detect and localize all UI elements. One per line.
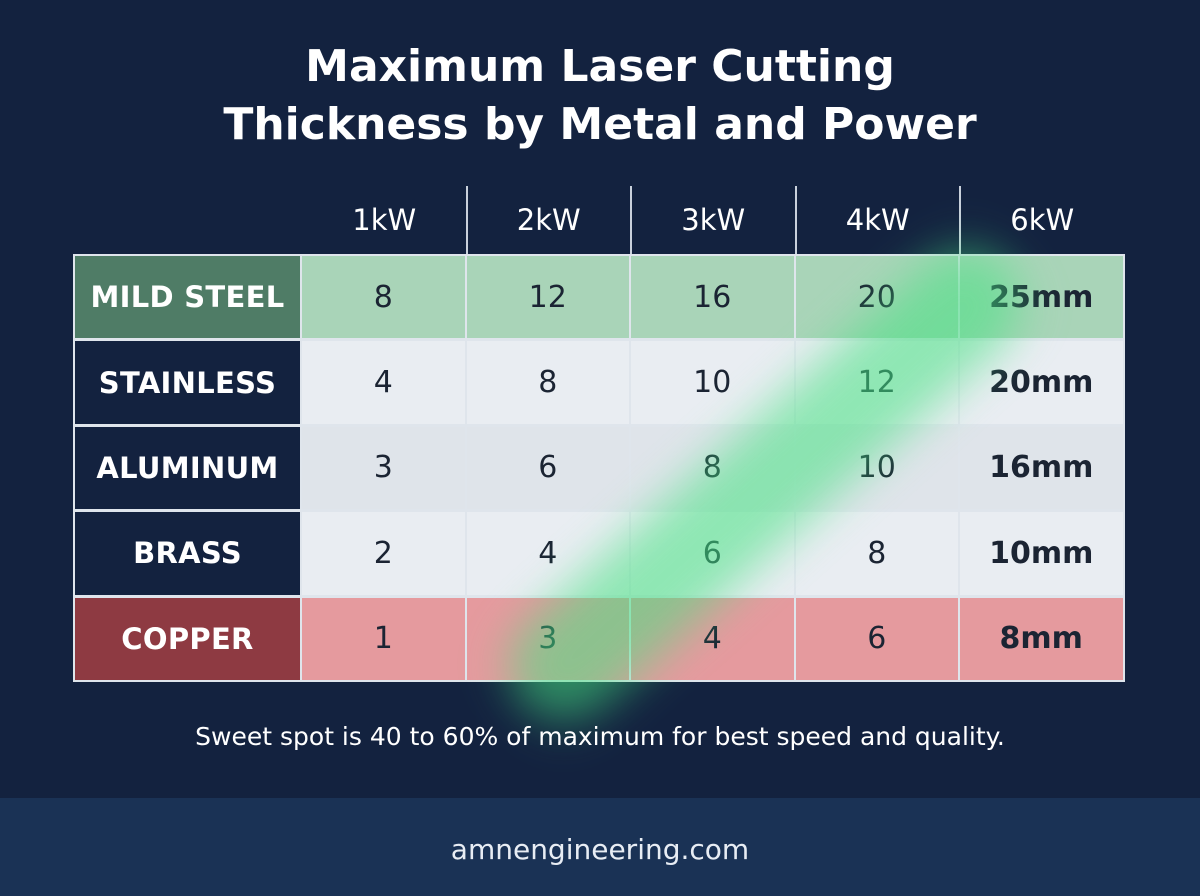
cell-copper-6kw: 8mm bbox=[958, 595, 1125, 682]
cell-mild-steel-1kw: 8 bbox=[300, 254, 467, 341]
cell-stainless-4kw: 12 bbox=[793, 339, 960, 426]
row-label-copper: COPPER bbox=[73, 595, 302, 682]
cell-stainless-6kw: 20mm bbox=[958, 339, 1125, 426]
cell-mild-steel-3kw: 16 bbox=[629, 254, 796, 341]
cell-aluminum-1kw: 3 bbox=[300, 424, 467, 512]
column-divider bbox=[465, 186, 468, 254]
column-header-1kw: 1kW bbox=[352, 203, 417, 237]
cell-brass-2kw: 4 bbox=[464, 510, 631, 597]
cell-stainless-2kw: 8 bbox=[464, 339, 631, 426]
footer-website: amnengineering.com bbox=[450, 833, 750, 866]
cell-brass-3kw: 6 bbox=[629, 510, 796, 597]
column-header-4kw: 4kW bbox=[845, 203, 910, 237]
cell-stainless-3kw: 10 bbox=[629, 339, 796, 426]
title-line-2: Thickness by Metal and Power bbox=[223, 99, 977, 150]
sweet-spot-note: Sweet spot is 40 to 60% of maximum for b… bbox=[195, 722, 1005, 751]
row-label-aluminum: ALUMINUM bbox=[73, 424, 302, 512]
column-divider bbox=[630, 186, 632, 254]
cell-stainless-1kw: 4 bbox=[300, 339, 467, 426]
cell-aluminum-2kw: 6 bbox=[464, 424, 631, 512]
chart-title: Maximum Laser Cutting Thickness by Metal… bbox=[0, 38, 1200, 154]
cell-copper-3kw: 4 bbox=[629, 595, 796, 682]
cell-aluminum-3kw: 8 bbox=[629, 424, 796, 512]
row-label-mild-steel: MILD STEEL bbox=[73, 254, 302, 341]
footer-bar bbox=[0, 798, 1200, 896]
cell-copper-4kw: 6 bbox=[793, 595, 960, 682]
cell-brass-6kw: 10mm bbox=[958, 510, 1125, 597]
column-divider bbox=[794, 186, 797, 254]
cell-copper-1kw: 1 bbox=[300, 595, 467, 682]
cell-copper-2kw: 3 bbox=[464, 595, 631, 682]
cell-brass-1kw: 2 bbox=[300, 510, 467, 597]
row-label-stainless: STAINLESS bbox=[73, 339, 302, 426]
cell-aluminum-6kw: 16mm bbox=[958, 424, 1125, 512]
column-header-3kw: 3kW bbox=[681, 203, 746, 237]
cell-aluminum-4kw: 10 bbox=[793, 424, 960, 512]
cell-brass-4kw: 8 bbox=[793, 510, 960, 597]
row-label-brass: BRASS bbox=[73, 510, 302, 597]
cell-mild-steel-6kw: 25mm bbox=[958, 254, 1125, 341]
cell-mild-steel-4kw: 20 bbox=[793, 254, 960, 341]
thickness-table: 1kW 2kW 3kW 4kW 6kW MILD STEEL 8 12 16 20 25mm STAI… bbox=[73, 186, 1125, 682]
cell-mild-steel-2kw: 12 bbox=[464, 254, 631, 341]
column-divider bbox=[959, 186, 961, 254]
column-header-2kw: 2kW bbox=[516, 203, 581, 237]
column-header-6kw: 6kW bbox=[1010, 203, 1075, 237]
title-line-1: Maximum Laser Cutting bbox=[305, 41, 895, 92]
